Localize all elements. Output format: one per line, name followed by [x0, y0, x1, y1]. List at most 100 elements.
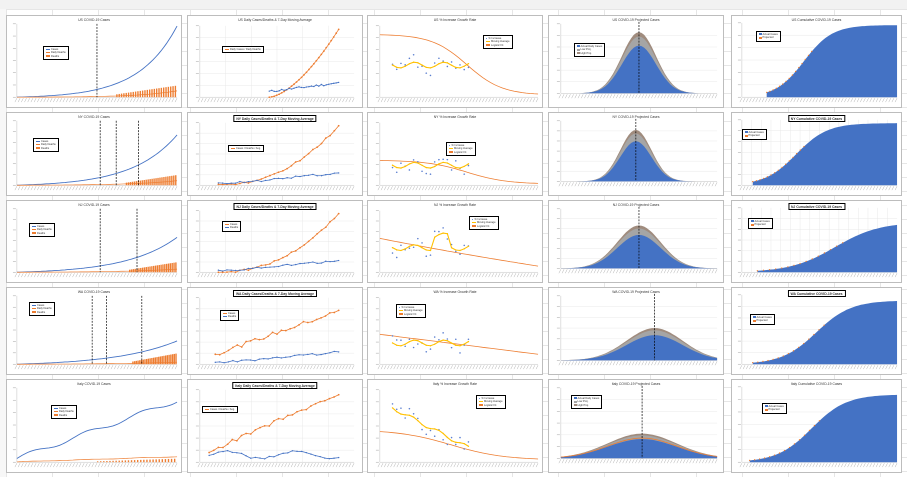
- x-tick: [469, 186, 472, 191]
- chart-wa-projected[interactable]: WA COVID-19 Projected Cases: [548, 287, 724, 375]
- x-tick: [888, 463, 891, 468]
- chart-legend[interactable]: Actual Cases Projected: [762, 403, 787, 414]
- daily-cases-point: [240, 346, 243, 348]
- daily-deaths-point: [217, 269, 220, 271]
- daily-death-bar: [147, 266, 149, 273]
- x-tick: [837, 98, 841, 103]
- x-tick: [571, 459, 574, 464]
- x-tick: [88, 273, 91, 278]
- chart-legend[interactable]: % Increase Moving Average Logistic Fit: [396, 304, 426, 318]
- chart-title: Italy COVID-19 Cases: [77, 382, 111, 386]
- legend-entry: Logistic Fit: [479, 404, 503, 407]
- x-tick: [65, 273, 69, 278]
- x-tick: [689, 94, 692, 99]
- x-tick: [507, 98, 510, 103]
- x-tick: [396, 365, 400, 370]
- chart-ny-total[interactable]: NY Cumulative COVID-19 Cases Actual Cases…: [731, 112, 902, 196]
- daily-cases-point: [273, 259, 276, 262]
- x-tick: [91, 463, 94, 468]
- x-tick: [409, 463, 412, 468]
- daily-death-bar: [175, 262, 177, 273]
- daily-death-bar: [144, 359, 146, 365]
- chart-legend[interactable]: Actual Daily Cases Low Proj. High Proj.: [571, 395, 603, 409]
- chart-legend[interactable]: Actual Cases Projected: [742, 129, 767, 140]
- x-tick: [809, 273, 812, 278]
- chart-legend[interactable]: Daily Cases / Daily Deaths: [222, 46, 264, 54]
- chart-legend[interactable]: Cases / Deaths / Avg.: [228, 145, 264, 153]
- chart-us-projected[interactable]: US COVID-19 Projected Cases Actual Daily …: [548, 15, 724, 108]
- x-tick: [831, 98, 834, 103]
- chart-legend[interactable]: Cases / Deaths / Avg.: [202, 406, 238, 414]
- chart-legend[interactable]: Cases Daily Deaths Deaths: [51, 405, 77, 419]
- x-tick: [65, 463, 69, 468]
- chart-italy-growth[interactable]: Italy % Increase Growth Rate% Increase Mo…: [367, 379, 543, 473]
- x-tick: [162, 365, 165, 370]
- chart-wa-growth[interactable]: WA % Increase Growth Rate% Increase Movin…: [367, 287, 543, 375]
- x-tick: [117, 365, 120, 370]
- chart-nj-growth[interactable]: NJ % Increase Growth Rate% Increase Movin…: [367, 200, 543, 283]
- chart-ny-projected[interactable]: NY COVID-19 Projected Cases: [548, 112, 724, 196]
- actual-cases-area: [560, 335, 718, 361]
- chart-legend[interactable]: Cases Deaths: [220, 310, 240, 321]
- chart-us-total[interactable]: US Cumulative COVID-19 Cases Actual Cases…: [731, 15, 902, 108]
- chart-legend[interactable]: Actual Cases Projected: [750, 314, 775, 325]
- chart-legend[interactable]: % Increase Moving Average Logistic Fit: [476, 395, 506, 409]
- chart-legend[interactable]: Actual Cases Projected: [748, 218, 773, 229]
- x-tick: [507, 463, 510, 468]
- daily-deaths-point: [271, 89, 273, 92]
- chart-italy-daily[interactable]: Italy Daily Cases/Deaths & 7-Day Moving …: [187, 379, 363, 473]
- chart-legend[interactable]: Actual Cases Projected: [756, 31, 781, 42]
- x-tick: [844, 186, 847, 191]
- chart-legend[interactable]: Cases Daily Deaths Deaths: [29, 223, 55, 237]
- chart-legend[interactable]: % Increase Moving Average Logistic Fit: [446, 142, 476, 156]
- chart-nj-cumulative[interactable]: NJ COVID-19 Cases Cases Daily Deaths Deaths: [6, 200, 182, 283]
- x-tick: [239, 186, 242, 191]
- x-tick: [339, 98, 342, 103]
- daily-death-bar: [132, 91, 134, 98]
- chart-legend[interactable]: Cases Daily Deaths Deaths: [29, 302, 55, 316]
- percent-increase-point: [400, 162, 402, 164]
- x-tick: [447, 463, 450, 468]
- daily-cases-point: [280, 329, 283, 332]
- chart-nj-projected[interactable]: NJ COVID-19 Projected Cases: [548, 200, 724, 283]
- chart-legend[interactable]: Cases Daily Deaths Deaths: [33, 138, 59, 152]
- chart-us-cumulative[interactable]: US COVID-19 Cases Cases Daily Deaths Deaths: [6, 15, 182, 108]
- chart-legend[interactable]: % Increase Moving Average Logistic Fit: [469, 216, 499, 230]
- x-tick: [114, 365, 117, 370]
- chart-wa-total[interactable]: WA Cumulative COVID-19 Cases Actual Cases…: [731, 287, 902, 375]
- chart-wa-cumulative[interactable]: WA COVID-19 Cases Cases Daily Deaths Deaths: [6, 287, 182, 375]
- x-tick: [568, 94, 571, 99]
- moving-average-point: [455, 66, 457, 69]
- daily-deaths-point: [316, 175, 318, 177]
- x-tick: [434, 273, 438, 278]
- x-tick: [200, 273, 204, 278]
- daily-death-bar: [139, 360, 141, 365]
- x-tick: [104, 365, 107, 370]
- actual-cases-point: [763, 177, 765, 180]
- x-tick: [303, 186, 307, 191]
- chart-legend[interactable]: Actual Daily Cases Low Proj. High Proj.: [574, 43, 606, 57]
- chart-us-daily[interactable]: US Daily Cases/Deaths & 7-Day Moving Ave…: [187, 15, 363, 108]
- daily-cases-point: [240, 434, 243, 437]
- daily-death-bar: [112, 460, 114, 463]
- chart-legend[interactable]: Cases Deaths: [222, 221, 242, 232]
- chart-us-growth[interactable]: US % Increase Growth Rate% Increase Movin…: [367, 15, 543, 108]
- chart-nj-daily[interactable]: NJ Daily Cases/Deaths & 7-Day Moving Ave…: [187, 200, 363, 283]
- chart-legend[interactable]: % Increase Moving Average Logistic Fit: [483, 35, 513, 49]
- chart-italy-total[interactable]: Italy Cumulative COVID-19 Cases Actual Ca…: [731, 379, 902, 473]
- daily-death-bar: [115, 460, 117, 463]
- chart-nj-total[interactable]: NJ Cumulative COVID-19 Cases Actual Cases…: [731, 200, 902, 283]
- chart-legend[interactable]: Cases Daily Deaths Deaths: [43, 46, 69, 60]
- chart-ny-cumulative[interactable]: NY COVID-19 Cases Cases Daily Deaths Deaths: [6, 112, 182, 196]
- x-tick: [647, 94, 651, 99]
- chart-wa-daily[interactable]: WA Daily Cases/Deaths & 7-Day Moving Ave…: [187, 287, 363, 375]
- x-tick: [600, 94, 603, 99]
- chart-ny-daily[interactable]: NY Daily Cases/Deaths & 7-Day Moving Ave…: [187, 112, 363, 196]
- x-tick: [226, 463, 229, 468]
- chart-italy-projected[interactable]: Italy COVID-19 Projected Cases Actual Dai…: [548, 379, 724, 473]
- chart-ny-growth[interactable]: NY % Increase Growth Rate% Increase Movin…: [367, 112, 543, 196]
- x-tick: [387, 365, 390, 370]
- moving-average-point: [429, 427, 432, 430]
- x-tick: [97, 463, 101, 468]
- chart-italy-cumulative[interactable]: Italy COVID-19 Cases Cases Daily Deaths Dea…: [6, 379, 182, 473]
